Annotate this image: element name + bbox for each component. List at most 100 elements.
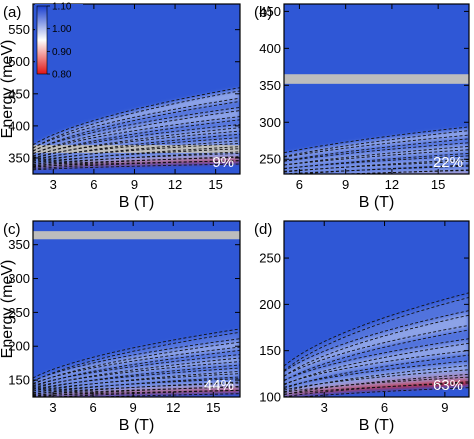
fan-line <box>33 142 240 162</box>
x-tick-label: 12 <box>385 177 399 192</box>
y-tick-label: 400 <box>8 118 30 133</box>
y-tick-label: 450 <box>8 86 30 101</box>
fan-line <box>47 389 240 397</box>
x-tick-label: 12 <box>168 177 182 192</box>
fan-line <box>33 382 240 395</box>
y-tick-label: 200 <box>8 339 30 354</box>
x-tick-label: 3 <box>50 177 57 192</box>
fan-line <box>33 87 240 146</box>
fan-line <box>284 324 469 377</box>
y-tick-label: 300 <box>8 271 30 286</box>
y-axis-label: Energy (meV) <box>0 260 16 359</box>
masked-band <box>284 74 469 84</box>
panel-c: 3 6 9 12 15 150 200 250 300 350 B (T) Energy (meV) (… <box>0 220 241 434</box>
x-tick-label: 6 <box>89 400 96 415</box>
fan-line <box>33 361 240 389</box>
fan-line <box>284 350 469 385</box>
fan-line <box>284 342 469 386</box>
signal-band <box>33 375 240 395</box>
x-tick-label: 9 <box>342 177 349 192</box>
fan-line <box>284 365 469 393</box>
y-tick-label: 550 <box>8 22 30 37</box>
concentration-label: 63% <box>433 377 463 394</box>
heatmap-area <box>33 4 240 174</box>
signal-band <box>284 379 469 397</box>
fan-line <box>33 341 240 385</box>
masked-band <box>33 231 240 240</box>
fan-line <box>284 292 469 367</box>
fan-line <box>284 329 469 382</box>
signal-band <box>33 356 240 390</box>
signal-band <box>33 159 240 169</box>
signal-band <box>33 348 240 388</box>
y-tick-label: 100 <box>259 390 281 405</box>
signal-band <box>284 157 469 174</box>
panel-label: (c) <box>3 221 21 238</box>
fan-line <box>33 90 240 149</box>
y-tick-label: 300 <box>259 115 281 130</box>
fan-line <box>33 338 240 382</box>
fan-line <box>33 152 240 165</box>
fan-line <box>33 148 240 164</box>
colorbar-tick-label: 1.00 <box>52 24 72 35</box>
signal-band <box>284 136 469 164</box>
fan-line <box>33 373 240 392</box>
panel-d: 3 6 9 100 150 200 250 B (T) (d) 63% <box>254 220 470 434</box>
concentration-label: 44% <box>204 377 234 394</box>
signal-band <box>33 330 240 383</box>
signal-band <box>33 363 240 392</box>
x-axis-label: B (T) <box>119 417 155 434</box>
fan-line <box>284 354 469 390</box>
signal-band <box>284 128 469 159</box>
fan-line <box>284 130 469 157</box>
fan-line <box>33 370 240 394</box>
signal-band <box>33 150 240 167</box>
fan-line <box>33 106 240 152</box>
signal-band <box>284 327 469 383</box>
fan-line <box>33 328 240 379</box>
fan-line <box>33 160 240 170</box>
x-axis-label: B (T) <box>359 417 395 434</box>
x-tick-label: 6 <box>90 177 97 192</box>
fan-line <box>33 349 240 388</box>
colorbar: 1.10 1.00 0.90 0.80 <box>35 2 83 81</box>
y-tick-label: 350 <box>8 237 30 252</box>
signal-band <box>33 384 240 397</box>
fan-line <box>33 116 240 154</box>
x-tick-label: 3 <box>49 400 56 415</box>
panel-label: (d) <box>254 221 272 238</box>
colorbar-tick-label: 1.10 <box>52 2 72 13</box>
fan-line <box>33 163 240 171</box>
x-tick-label: 12 <box>166 400 180 415</box>
fan-line <box>33 97 240 149</box>
fan-line <box>33 140 240 164</box>
y-tick-label: 250 <box>259 251 281 266</box>
fan-line <box>284 314 469 377</box>
panel-a: 3 6 9 12 15 350 400 450 500 550 B (T) Energy (meV) (… <box>0 3 241 211</box>
signal-band <box>33 340 240 385</box>
fan-line <box>33 378 240 394</box>
y-axis-label: Energy (meV) <box>0 40 16 139</box>
x-tick-label: 15 <box>206 400 220 415</box>
x-axis-label: B (T) <box>119 194 155 211</box>
plot-frame <box>32 3 241 175</box>
signal-bands <box>33 330 240 397</box>
y-tick-label: 400 <box>259 41 281 56</box>
signal-band <box>33 118 240 158</box>
y-tick-label: 500 <box>8 54 30 69</box>
x-tick-label: 9 <box>131 177 138 192</box>
y-tick-label: 150 <box>259 343 281 358</box>
fan-line <box>33 156 240 169</box>
fan-line <box>33 357 240 390</box>
x-tick-label: 6 <box>296 177 303 192</box>
signal-band <box>284 312 469 379</box>
panel-b: 6 9 12 15 250 300 350 400 450 B (T) (b) 22% <box>254 3 470 211</box>
fan-line <box>33 354 240 387</box>
signal-band <box>284 341 469 387</box>
signal-band <box>33 99 240 153</box>
signal-band <box>284 372 469 395</box>
fan-line <box>284 310 469 372</box>
plot-frame <box>283 220 470 398</box>
y-tick-label: 250 <box>8 305 30 320</box>
heatmap-area <box>284 221 469 397</box>
